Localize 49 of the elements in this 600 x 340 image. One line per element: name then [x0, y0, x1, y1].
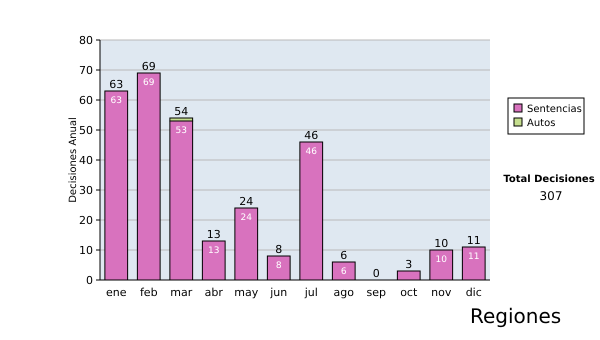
- data-label: 69: [143, 78, 155, 88]
- y-tick-label: 40: [79, 154, 93, 167]
- data-label: 46: [306, 147, 318, 157]
- data-label: 10: [436, 255, 448, 265]
- y-tick-label: 10: [79, 244, 93, 257]
- x-tick-label: oct: [400, 286, 418, 299]
- y-tick-label: 70: [79, 64, 93, 77]
- data-label: 53: [176, 126, 187, 136]
- x-tick-label: sep: [366, 286, 386, 299]
- total-label: 0: [372, 267, 380, 280]
- text: Regiones: [470, 304, 562, 328]
- y-tick-label: 30: [79, 184, 93, 197]
- data-label: 11: [468, 252, 480, 262]
- total-label: 69: [142, 60, 156, 73]
- y-tick-label: 80: [79, 34, 93, 47]
- y-axis-title: Decisiones Anual: [68, 117, 79, 203]
- total-label: 6: [340, 249, 348, 262]
- x-tick-label: abr: [204, 286, 224, 299]
- text: 307: [540, 189, 562, 203]
- x-tick-label: feb: [140, 286, 158, 299]
- x-tick-label: mar: [170, 286, 193, 299]
- total-label: 13: [206, 228, 221, 241]
- y-tick-label: 0: [86, 274, 93, 287]
- text: Total Decisiones: [503, 174, 595, 185]
- legend-label: Autos: [527, 118, 556, 129]
- total-label: 11: [466, 234, 481, 247]
- total-label: 54: [174, 105, 188, 118]
- data-label: 13: [208, 246, 220, 256]
- total-label: 3: [405, 258, 412, 271]
- x-tick-label: dic: [466, 286, 482, 299]
- total-label: 24: [239, 195, 254, 208]
- total-label: 8: [275, 243, 282, 256]
- data-label: 24: [240, 213, 252, 223]
- x-tick-label: ago: [334, 286, 354, 299]
- total-label: 46: [304, 129, 318, 142]
- x-tick-label: may: [234, 286, 259, 299]
- y-tick-label: 50: [79, 124, 93, 137]
- x-tick-label: jul: [304, 286, 318, 299]
- x-tick-label: jun: [269, 286, 288, 299]
- data-label: 8: [276, 261, 282, 271]
- legend-label: Sentencias: [527, 104, 582, 115]
- total-label: 10: [434, 237, 448, 250]
- x-tick-label: ene: [106, 286, 127, 299]
- data-label: 6: [340, 267, 347, 277]
- x-tick-label: nov: [431, 286, 452, 299]
- data-label: 63: [110, 96, 122, 106]
- total-label: 63: [109, 78, 124, 91]
- y-tick-label: 60: [79, 94, 93, 107]
- y-tick-label: 20: [79, 214, 93, 227]
